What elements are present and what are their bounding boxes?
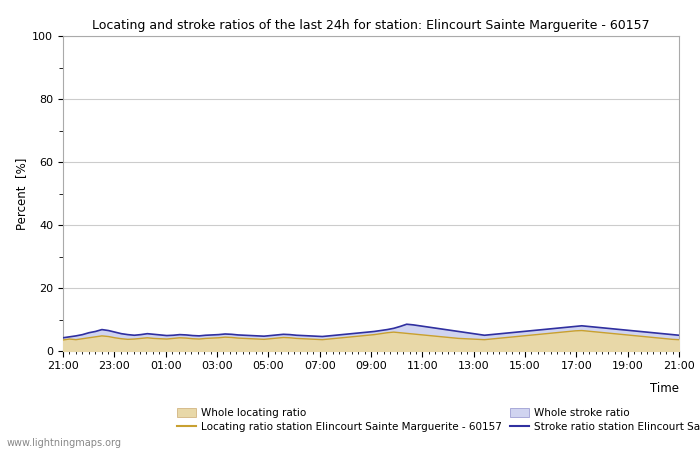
Legend: Whole locating ratio, Locating ratio station Elincourt Sainte Marguerite - 60157: Whole locating ratio, Locating ratio sta… [173, 404, 700, 436]
Title: Locating and stroke ratios of the last 24h for station: Elincourt Sainte Marguer: Locating and stroke ratios of the last 2… [92, 19, 650, 32]
Text: www.lightningmaps.org: www.lightningmaps.org [7, 438, 122, 448]
Y-axis label: Percent  [%]: Percent [%] [15, 158, 28, 230]
Text: Time: Time [650, 382, 679, 396]
